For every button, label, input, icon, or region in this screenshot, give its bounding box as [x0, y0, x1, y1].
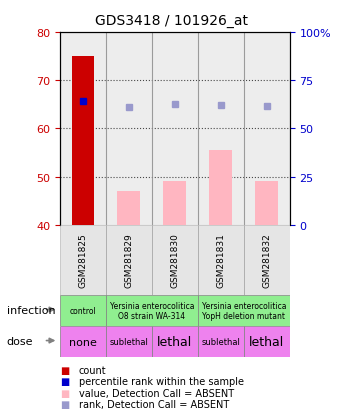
- Bar: [209, 151, 233, 225]
- Text: GSM281825: GSM281825: [79, 233, 87, 287]
- Bar: [164, 182, 187, 225]
- Bar: [106, 326, 152, 357]
- Bar: [198, 295, 290, 326]
- Bar: [60, 33, 106, 225]
- Text: ■: ■: [60, 388, 69, 398]
- Bar: [60, 295, 106, 326]
- Text: Yersinia enterocolitica
O8 strain WA-314: Yersinia enterocolitica O8 strain WA-314: [110, 301, 194, 320]
- Bar: [117, 192, 141, 225]
- Text: none: none: [69, 337, 97, 347]
- Bar: [106, 225, 152, 295]
- Text: control: control: [70, 306, 96, 315]
- Text: Yersinia enterocolitica
YopH deletion mutant: Yersinia enterocolitica YopH deletion mu…: [202, 301, 286, 320]
- Bar: [244, 225, 290, 295]
- Bar: [152, 326, 198, 357]
- Text: count: count: [79, 365, 107, 375]
- Bar: [152, 225, 198, 295]
- Bar: [244, 326, 290, 357]
- Bar: [198, 326, 244, 357]
- Bar: [152, 33, 198, 225]
- Text: GSM281829: GSM281829: [125, 233, 133, 287]
- Bar: [255, 182, 278, 225]
- Text: sublethal: sublethal: [109, 337, 149, 346]
- Bar: [72, 57, 94, 225]
- Bar: [106, 295, 198, 326]
- Text: rank, Detection Call = ABSENT: rank, Detection Call = ABSENT: [79, 399, 229, 409]
- Bar: [244, 33, 290, 225]
- Bar: [198, 33, 244, 225]
- Text: GSM281831: GSM281831: [216, 233, 225, 287]
- Text: GSM281832: GSM281832: [262, 233, 271, 287]
- Text: percentile rank within the sample: percentile rank within the sample: [79, 376, 244, 386]
- Text: lethal: lethal: [249, 335, 284, 348]
- Text: ■: ■: [60, 365, 69, 375]
- Text: ■: ■: [60, 376, 69, 386]
- Bar: [60, 225, 106, 295]
- Text: value, Detection Call = ABSENT: value, Detection Call = ABSENT: [79, 388, 234, 398]
- Bar: [106, 33, 152, 225]
- Text: lethal: lethal: [157, 335, 192, 348]
- Text: GSM281830: GSM281830: [170, 233, 179, 287]
- Text: infection: infection: [7, 306, 56, 316]
- Text: dose: dose: [7, 337, 33, 347]
- Text: sublethal: sublethal: [201, 337, 240, 346]
- Text: ■: ■: [60, 399, 69, 409]
- Text: GDS3418 / 101926_at: GDS3418 / 101926_at: [95, 14, 248, 28]
- Bar: [198, 225, 244, 295]
- Bar: [60, 326, 106, 357]
